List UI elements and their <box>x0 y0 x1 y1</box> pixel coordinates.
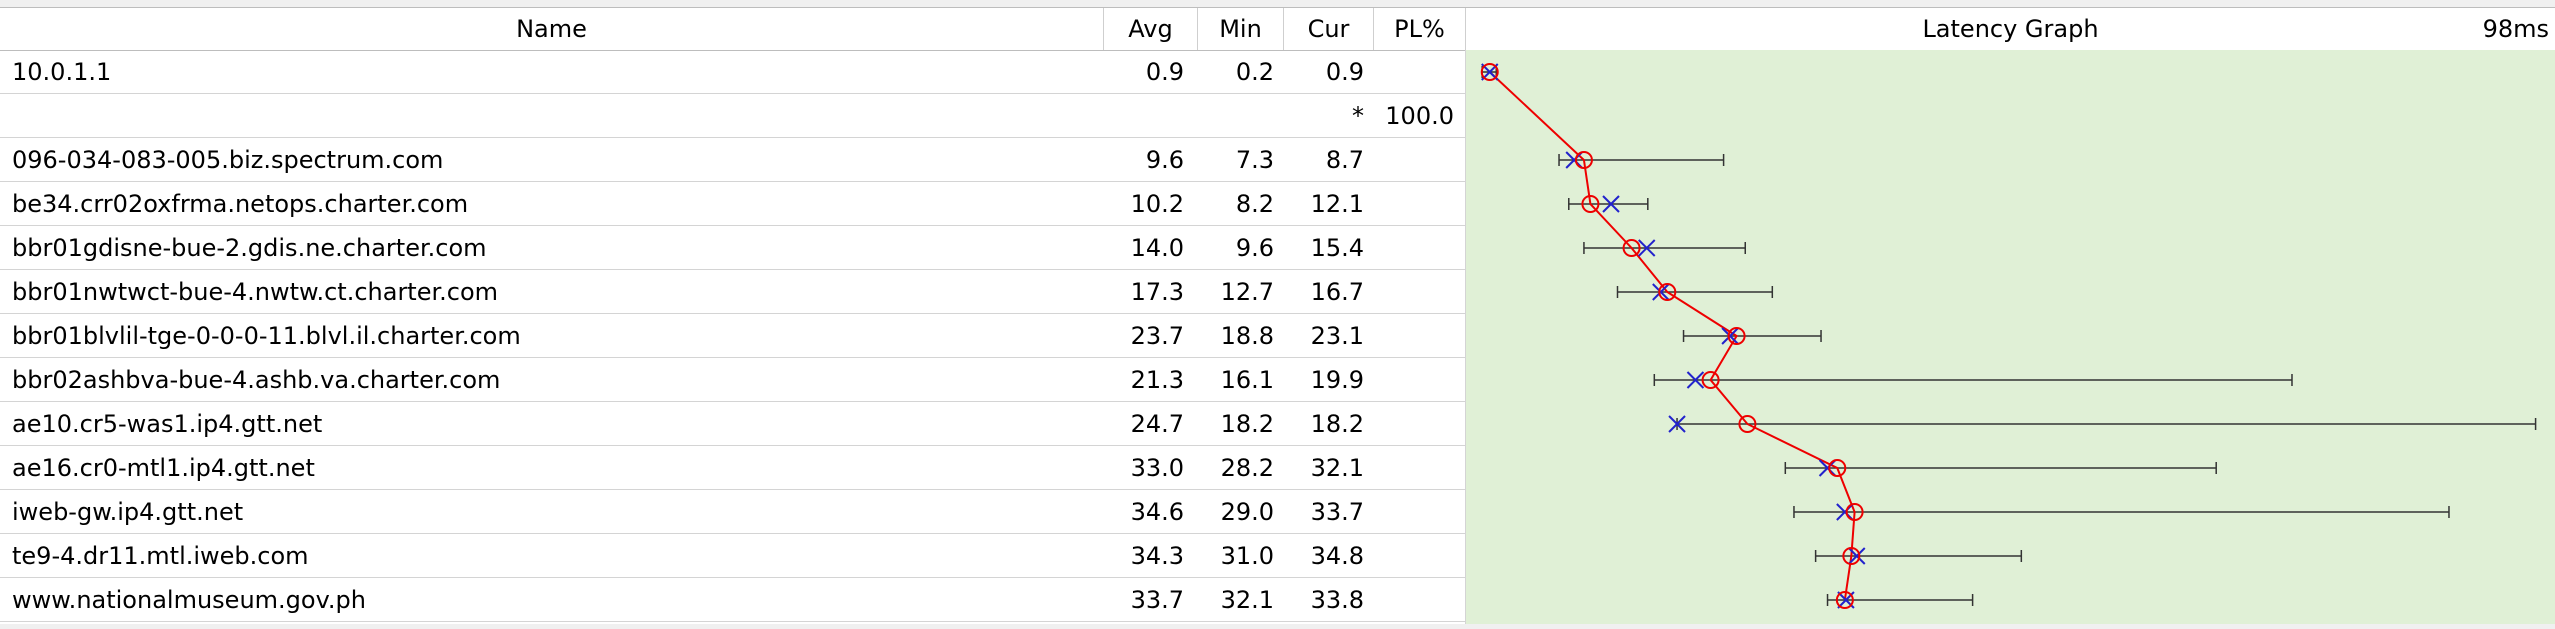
trace-table: Name Avg Min Cur PL% Latency Graph 98ms … <box>0 7 2555 624</box>
hop-cur: 33.8 <box>1310 586 1364 614</box>
avg-latency-marker <box>1828 459 1847 477</box>
cur-latency-marker <box>1836 503 1854 521</box>
hop-cur: 8.7 <box>1325 146 1364 174</box>
hop-avg: 33.7 <box>1130 586 1184 614</box>
col-header-avg[interactable]: Avg <box>1104 8 1198 50</box>
table-row[interactable]: 10.0.1.1 0.9 0.2 0.9 <box>0 50 1466 94</box>
hop-cur: 23.1 <box>1310 322 1364 350</box>
hop-cur: 12.1 <box>1310 190 1364 218</box>
hop-min: 7.3 <box>1235 146 1274 174</box>
hop-name: be34.crr02oxfrma.netops.charter.com <box>12 190 469 218</box>
hop-name: 096-034-083-005.biz.spectrum.com <box>12 146 444 174</box>
cur-latency-marker <box>1668 415 1686 433</box>
hop-name: bbr01blvlil-tge-0-0-0-11.blvl.il.charter… <box>12 322 521 350</box>
hop-cur: 33.7 <box>1310 498 1364 526</box>
hop-avg: 33.0 <box>1130 454 1184 482</box>
table-row[interactable]: * 100.0 <box>0 94 1466 138</box>
cur-latency-marker <box>1721 327 1739 345</box>
table-row[interactable]: bbr02ashbva-bue-4.ashb.va.charter.com 21.… <box>0 358 1466 402</box>
cur-latency-marker <box>1686 371 1705 389</box>
hop-cur: 16.7 <box>1310 278 1364 306</box>
hop-avg: 34.6 <box>1130 498 1184 526</box>
hop-avg: 24.7 <box>1130 410 1184 438</box>
table-row[interactable]: bbr01gdisne-bue-2.gdis.ne.charter.com 14.… <box>0 226 1466 270</box>
hop-avg: 34.3 <box>1130 542 1184 570</box>
avg-latency-marker <box>1845 503 1864 521</box>
hop-name: ae10.cr5-was1.ip4.gtt.net <box>12 410 323 438</box>
col-header-name[interactable]: Name <box>0 8 1104 50</box>
hop-name: iweb-gw.ip4.gtt.net <box>12 498 244 526</box>
hop-min: 28.2 <box>1220 454 1274 482</box>
hop-cur: * <box>1352 102 1364 130</box>
table-row[interactable]: ae10.cr5-was1.ip4.gtt.net 24.7 18.2 18.2 <box>0 402 1466 446</box>
hop-name: bbr02ashbva-bue-4.ashb.va.charter.com <box>12 366 501 394</box>
col-header-min[interactable]: Min <box>1198 8 1284 50</box>
hop-avg: 21.3 <box>1130 366 1184 394</box>
hop-name: 10.0.1.1 <box>12 58 112 86</box>
cur-latency-marker <box>1652 283 1670 301</box>
hop-avg: 14.0 <box>1130 234 1184 262</box>
hop-min: 32.1 <box>1220 586 1274 614</box>
hop-min: 18.8 <box>1220 322 1274 350</box>
latency-graph-area <box>1466 50 2555 624</box>
hop-min: 18.2 <box>1220 410 1274 438</box>
avg-latency-marker <box>1842 547 1861 565</box>
table-row[interactable]: bbr01nwtwct-bue-4.nwtw.ct.charter.com 17.… <box>0 270 1466 314</box>
hop-min: 12.7 <box>1220 278 1274 306</box>
cur-latency-marker <box>1638 239 1656 257</box>
graph-scale-label: 98ms <box>2482 15 2549 43</box>
hop-avg: 10.2 <box>1130 190 1184 218</box>
hop-name: bbr01nwtwct-bue-4.nwtw.ct.charter.com <box>12 278 499 306</box>
cur-latency-marker <box>1818 459 1837 477</box>
table-row[interactable]: iweb-gw.ip4.gtt.net 34.6 29.0 33.7 <box>0 490 1466 534</box>
hop-min: 16.1 <box>1220 366 1274 394</box>
cur-latency-marker <box>1565 151 1583 169</box>
hop-min: 0.2 <box>1235 58 1274 86</box>
table-row[interactable]: bbr01blvlil-tge-0-0-0-11.blvl.il.charter… <box>0 314 1466 358</box>
avg-latency-marker <box>1727 327 1746 345</box>
hop-min: 8.2 <box>1235 190 1274 218</box>
hop-cur: 34.8 <box>1310 542 1364 570</box>
table-row[interactable]: te9-4.dr11.mtl.iweb.com 34.3 31.0 34.8 <box>0 534 1466 578</box>
cur-latency-marker <box>1848 547 1866 565</box>
hop-cur: 18.2 <box>1310 410 1364 438</box>
hop-name: bbr01gdisne-bue-2.gdis.ne.charter.com <box>12 234 487 262</box>
hop-avg: 17.3 <box>1130 278 1184 306</box>
hop-name: www.nationalmuseum.gov.ph <box>12 586 366 614</box>
cur-latency-marker <box>1602 195 1620 213</box>
hop-avg: 23.7 <box>1130 322 1184 350</box>
table-row[interactable]: www.nationalmuseum.gov.ph 33.7 32.1 33.8 <box>0 578 1466 622</box>
latency-graph <box>1480 63 2537 609</box>
hop-min: 31.0 <box>1220 542 1274 570</box>
hop-packet-loss: 100.0 <box>1385 102 1454 130</box>
hop-cur: 32.1 <box>1310 454 1364 482</box>
col-header-cur[interactable]: Cur <box>1284 8 1374 50</box>
hop-cur: 15.4 <box>1310 234 1364 262</box>
col-header-latency-graph[interactable]: Latency Graph <box>1922 15 2099 43</box>
avg-latency-marker <box>1738 415 1757 433</box>
avg-latency-marker <box>1622 239 1641 257</box>
avg-latency-marker <box>1658 283 1677 301</box>
avg-latency-marker <box>1835 591 1854 609</box>
avg-latency-marker <box>1480 63 1499 81</box>
avg-latency-marker <box>1581 195 1600 213</box>
col-header-pl[interactable]: PL% <box>1374 8 1466 50</box>
hop-avg: 9.6 <box>1145 146 1184 174</box>
avg-latency-marker <box>1574 151 1593 169</box>
graph-divider <box>1465 50 1466 624</box>
hop-name: ae16.cr0-mtl1.ip4.gtt.net <box>12 454 315 482</box>
table-row[interactable]: 096-034-083-005.biz.spectrum.com 9.6 7.3 8.… <box>0 138 1466 182</box>
table-row[interactable]: be34.crr02oxfrma.netops.charter.com 10.2 8… <box>0 182 1466 226</box>
hop-name: te9-4.dr11.mtl.iweb.com <box>12 542 309 570</box>
hop-min: 9.6 <box>1235 234 1274 262</box>
hop-avg: 0.9 <box>1145 58 1184 86</box>
table-header: Name Avg Min Cur PL% Latency Graph 98ms <box>0 8 2555 51</box>
avg-latency-marker <box>1701 371 1720 389</box>
hop-min: 29.0 <box>1220 498 1274 526</box>
hop-cur: 0.9 <box>1325 58 1364 86</box>
table-row[interactable]: ae16.cr0-mtl1.ip4.gtt.net 33.0 28.2 32.1 <box>0 446 1466 490</box>
hop-cur: 19.9 <box>1310 366 1364 394</box>
